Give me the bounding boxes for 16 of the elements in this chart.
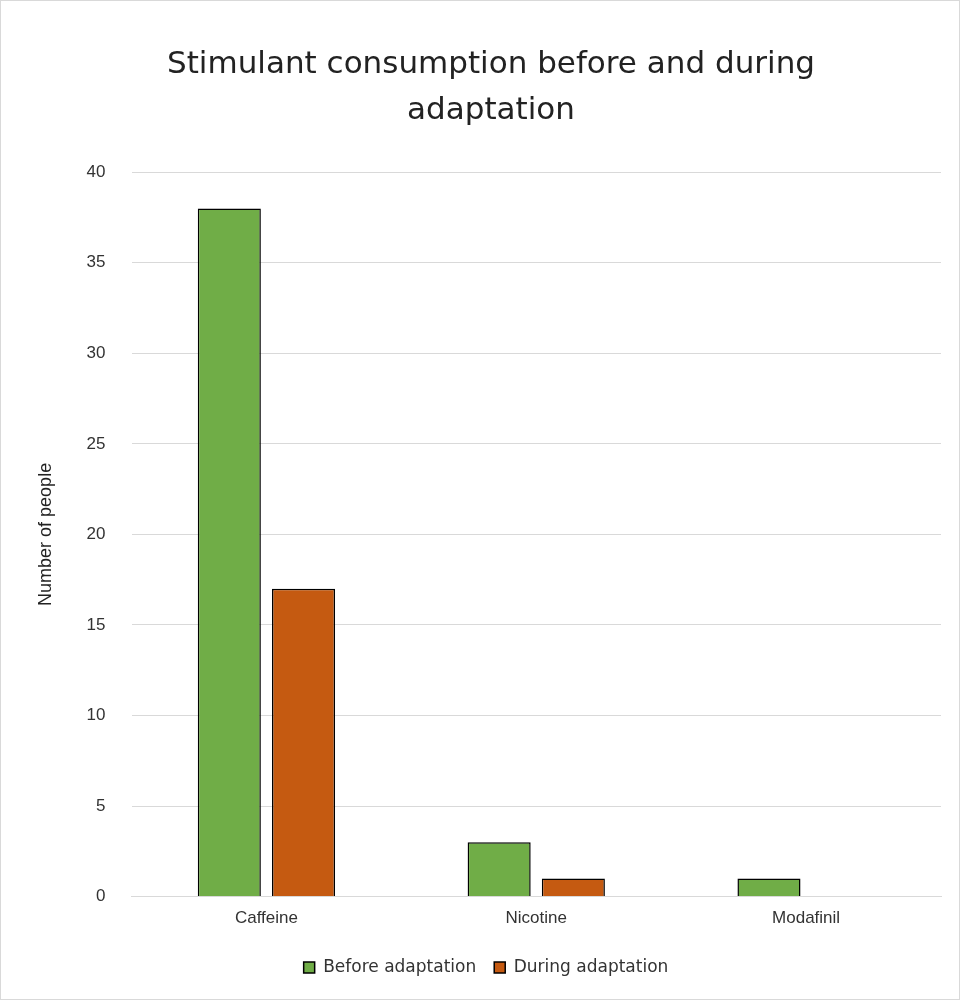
y-tick-label: 35 — [86, 252, 106, 272]
y-tick-label: 0 — [96, 886, 106, 906]
x-tick-label: Caffeine — [234, 908, 298, 928]
chart-title: Stimulant consumption before and during adaptation — [166, 43, 816, 128]
y-tick-label: 25 — [86, 433, 106, 453]
y-tick-label: 30 — [86, 342, 106, 362]
legend-label: Before adaptation — [323, 955, 477, 976]
legend-label: During adaptation — [513, 955, 669, 976]
y-tick-label: 5 — [96, 795, 106, 815]
y-tick-label: 40 — [86, 161, 106, 181]
x-tick-label: Modafinil — [772, 908, 841, 928]
y-tick-label: 20 — [86, 524, 106, 544]
x-tick-label: Nicotine — [505, 908, 567, 928]
y-axis-title: Number of people — [34, 462, 55, 606]
y-tick-label: 15 — [86, 614, 106, 634]
y-tick-label: 10 — [86, 705, 106, 725]
